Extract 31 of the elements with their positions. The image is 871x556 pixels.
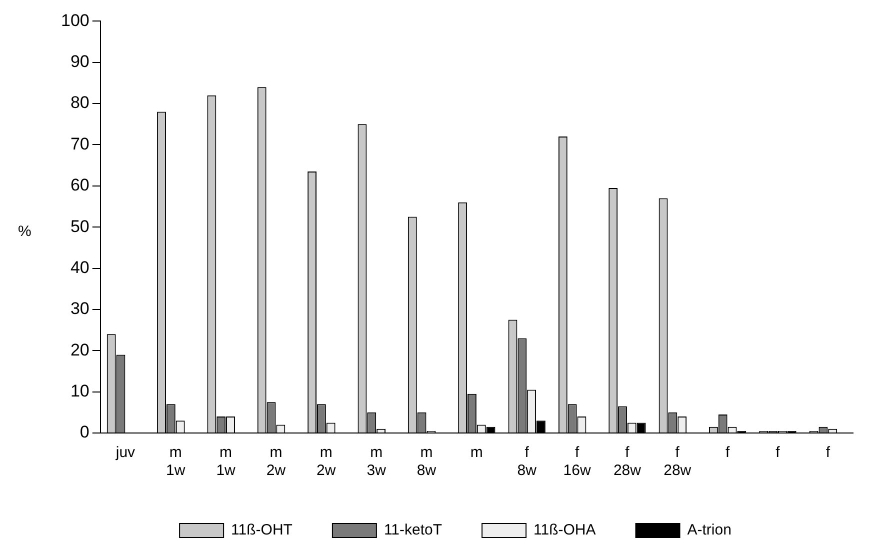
x-tick-label: m 1w	[166, 444, 186, 480]
legend-label: 11ß-OHA	[534, 522, 596, 539]
y-tick-label: 100	[60, 10, 90, 30]
y-tick-label: 10	[70, 382, 90, 401]
y-tick-label: 70	[70, 134, 90, 154]
x-tick-label: m	[470, 444, 483, 462]
x-tick-label: f 8w	[517, 444, 537, 480]
x-tick-label: f	[725, 444, 730, 462]
x-tick-label: m 8w	[416, 444, 436, 480]
x-tick-label: m 1w	[216, 444, 236, 480]
y-tick-label: 30	[70, 299, 90, 318]
x-tick-label: f 16w	[563, 444, 591, 480]
y-tick-label: 40	[70, 258, 90, 277]
x-tick-label: m 3w	[366, 444, 386, 480]
y-tick-label: 60	[70, 176, 90, 195]
legend-label: 11-ketoT	[384, 522, 442, 539]
y-tick-label: 50	[70, 216, 90, 236]
legend-label: 11ß-OHT	[231, 522, 292, 539]
y-tick-label: 20	[70, 340, 90, 360]
x-tick-label: f 28w	[664, 444, 692, 480]
y-tick-label: 0	[80, 422, 90, 442]
x-tick-label: f 28w	[613, 444, 642, 480]
x-tick-label: juv	[114, 444, 136, 462]
y-tick-label: 90	[70, 52, 90, 72]
x-tick-label: f	[826, 444, 831, 462]
x-tick-label: f	[776, 444, 781, 462]
x-tick-label: m 2w	[316, 444, 336, 480]
x-tick-label: m 2w	[266, 444, 286, 480]
legend-label: A-trion	[687, 522, 732, 539]
y-axis-title: %	[18, 223, 32, 240]
y-tick-label: 80	[70, 93, 90, 112]
